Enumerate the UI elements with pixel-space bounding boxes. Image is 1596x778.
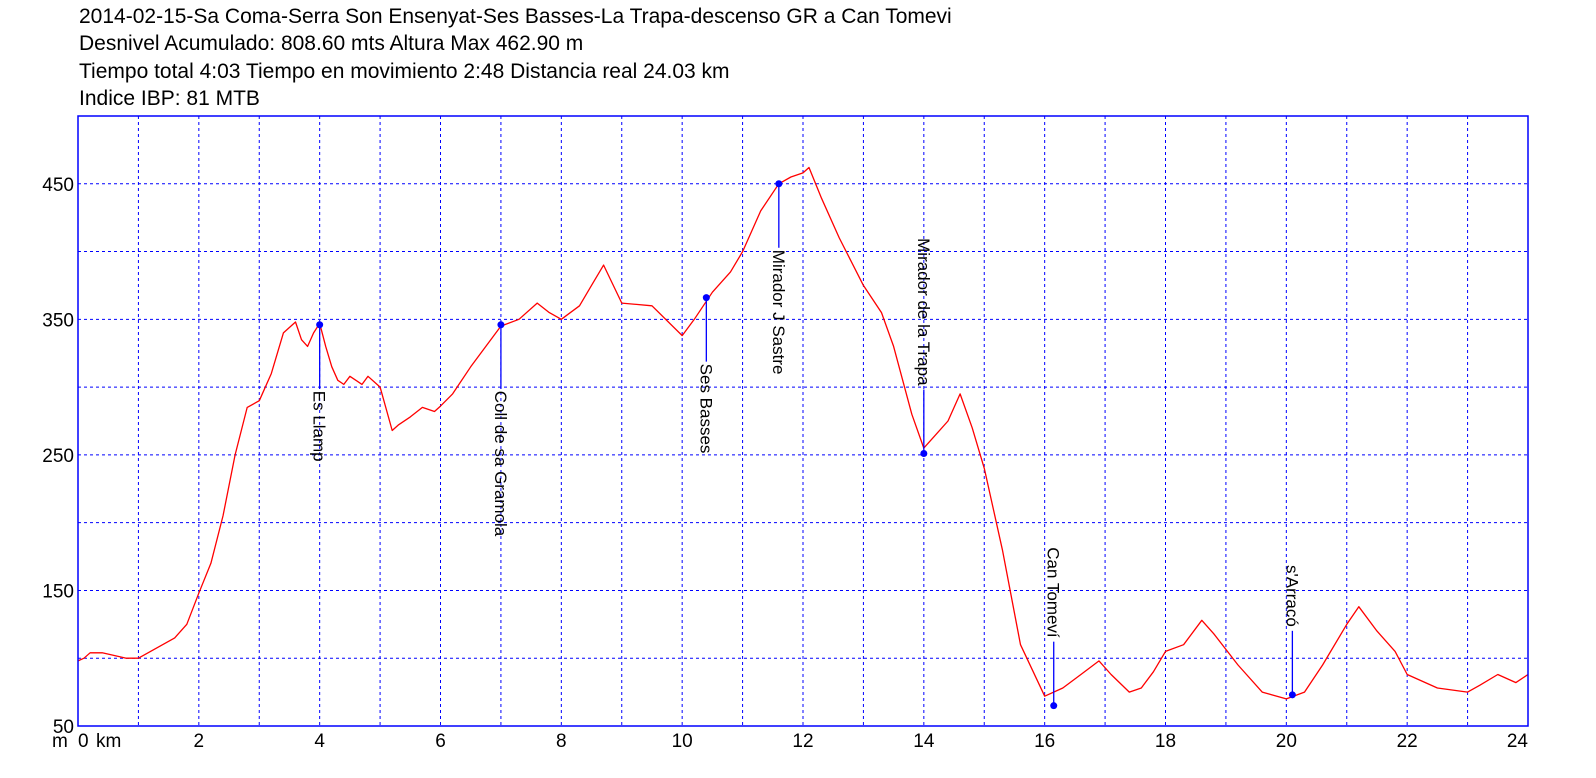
y-tick-label: 250: [42, 446, 74, 467]
waypoint: Ses Basses: [696, 294, 715, 453]
y-tick-label: 50: [53, 717, 74, 738]
x-tick-label: 2: [194, 731, 205, 752]
waypoint: Can Tomeví: [1044, 547, 1063, 710]
x-tick-label: 8: [556, 731, 567, 752]
chart-subtitle-elevation: Desnivel Acumulado: 808.60 mts Altura Ma…: [79, 32, 584, 55]
waypoint-marker: [702, 294, 710, 302]
y-axis-unit: m: [52, 731, 68, 752]
y-tick-label: 350: [42, 310, 74, 331]
waypoint-label: Ses Basses: [696, 364, 715, 454]
waypoint-label: Mirador J Sastre: [769, 250, 788, 375]
waypoint-label: Es Llamp: [310, 391, 329, 462]
waypoint: s'Arracó: [1282, 565, 1301, 699]
elevation-profile-line: [77, 166, 1529, 700]
x-tick-label: 20: [1276, 731, 1297, 752]
waypoint: Coll de sa Gramola: [491, 321, 510, 537]
chart-subtitle-time: Tiempo total 4:03 Tiempo en movimiento 2…: [79, 60, 730, 83]
chart-subtitle-ibp: Indice IBP: 81 MTB: [79, 87, 260, 110]
plot-frame: [77, 115, 1529, 727]
waypoint-marker: [1050, 702, 1058, 710]
x-axis-unit: km: [96, 731, 121, 752]
x-tick-label: 6: [435, 731, 446, 752]
waypoint: Es Llamp: [310, 321, 329, 462]
x-tick-label: 16: [1034, 731, 1055, 752]
y-tick-label: 450: [42, 175, 74, 196]
waypoint: Mirador de la Trapa: [914, 238, 933, 458]
waypoints: Es Llamp Coll de sa Gramola Ses Basses Mira…: [310, 180, 1301, 710]
x-tick-label: 0: [78, 731, 89, 752]
profile-line-group: [77, 166, 1529, 700]
waypoint-marker: [1288, 691, 1296, 699]
x-tick-label: 12: [792, 731, 813, 752]
x-tick-label: 18: [1155, 731, 1176, 752]
waypoint-label: Mirador de la Trapa: [914, 238, 933, 386]
chart-title: 2014-02-15-Sa Coma-Serra Son Ensenyat-Se…: [79, 5, 952, 28]
waypoint-marker: [316, 321, 324, 329]
waypoint-label: Can Tomeví: [1044, 547, 1063, 638]
x-tick-label: 14: [913, 731, 935, 752]
waypoint-marker: [920, 450, 928, 458]
grid: [78, 116, 1528, 726]
waypoint-label: s'Arracó: [1282, 565, 1301, 627]
waypoint: Mirador J Sastre: [769, 180, 788, 374]
x-tick-label: 22: [1397, 731, 1418, 752]
waypoint-label: Coll de sa Gramola: [491, 391, 510, 537]
waypoint-marker: [497, 321, 505, 329]
x-tick-label: 4: [314, 731, 325, 752]
x-tick-label: 24: [1507, 731, 1529, 752]
waypoint-marker: [775, 180, 783, 188]
y-tick-label: 150: [42, 581, 74, 602]
x-tick-label: 10: [672, 731, 693, 752]
